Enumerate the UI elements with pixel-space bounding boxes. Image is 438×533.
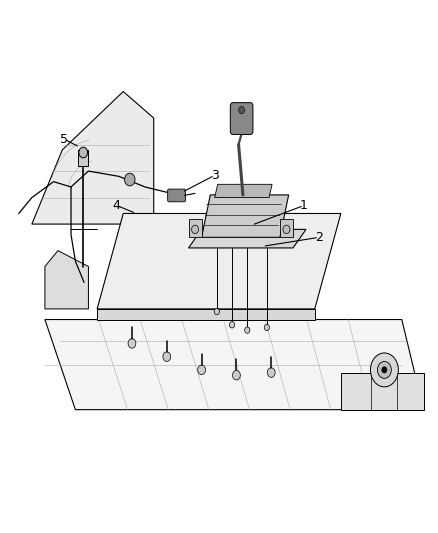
Text: 2: 2: [315, 231, 323, 244]
Text: 3: 3: [211, 169, 219, 182]
Circle shape: [79, 147, 88, 158]
Polygon shape: [97, 309, 315, 319]
Polygon shape: [188, 219, 201, 237]
Circle shape: [214, 309, 219, 315]
Circle shape: [230, 321, 235, 328]
Circle shape: [267, 368, 275, 377]
Circle shape: [163, 352, 171, 361]
Polygon shape: [215, 184, 272, 198]
Polygon shape: [188, 229, 306, 248]
Circle shape: [128, 338, 136, 348]
Polygon shape: [45, 251, 88, 309]
Polygon shape: [45, 319, 424, 410]
Polygon shape: [97, 214, 341, 309]
Circle shape: [245, 327, 250, 333]
Text: 5: 5: [60, 133, 68, 146]
FancyBboxPatch shape: [230, 103, 253, 134]
Polygon shape: [78, 150, 88, 166]
Text: 1: 1: [300, 199, 308, 212]
Polygon shape: [32, 92, 154, 224]
Polygon shape: [341, 373, 424, 410]
Circle shape: [233, 370, 240, 380]
Circle shape: [239, 107, 245, 114]
Circle shape: [264, 324, 269, 330]
Circle shape: [283, 225, 290, 233]
Circle shape: [124, 173, 135, 186]
FancyBboxPatch shape: [168, 189, 185, 202]
Circle shape: [191, 225, 198, 233]
Polygon shape: [280, 219, 293, 237]
Text: 4: 4: [113, 199, 120, 212]
Polygon shape: [201, 195, 289, 237]
Circle shape: [378, 361, 391, 378]
Circle shape: [371, 353, 398, 387]
Circle shape: [382, 367, 387, 373]
Circle shape: [198, 365, 205, 375]
